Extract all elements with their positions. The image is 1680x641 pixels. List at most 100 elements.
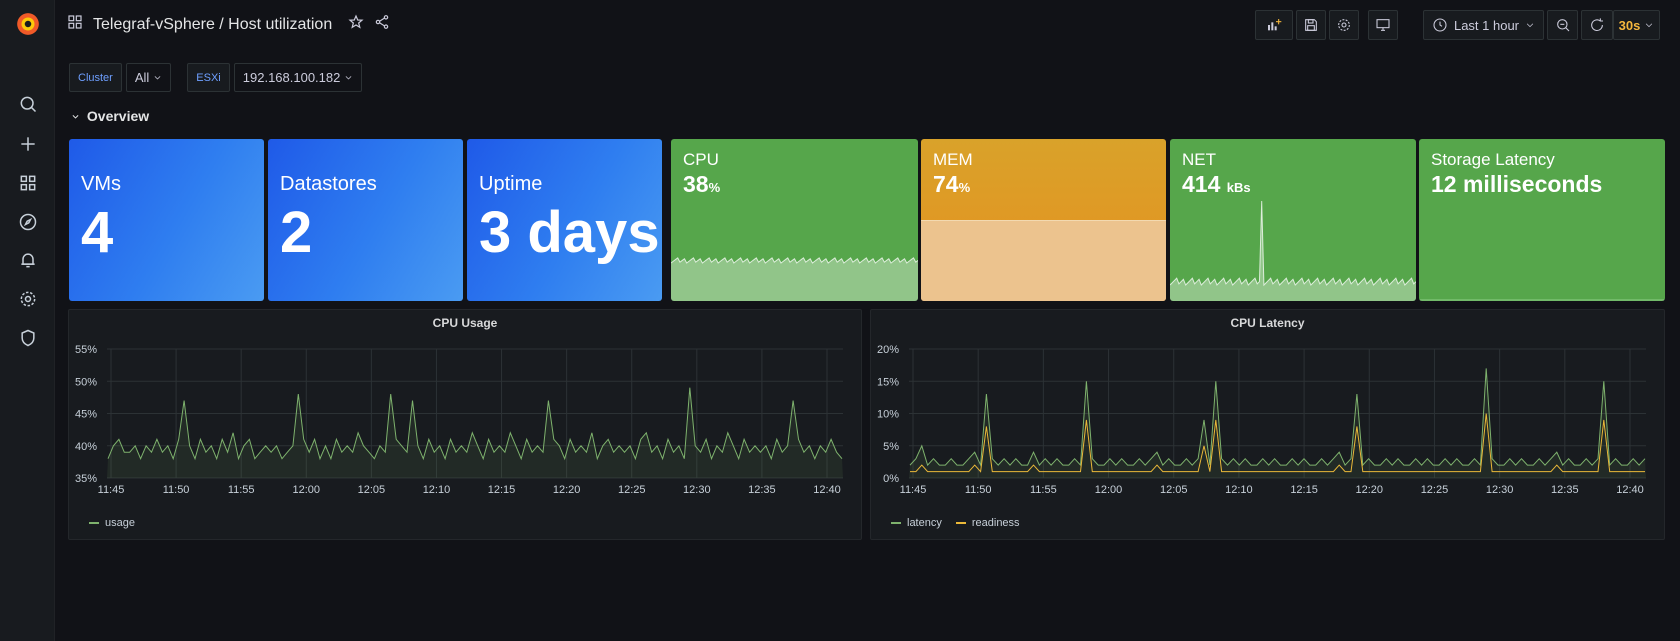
explore-compass-icon[interactable] [14, 208, 42, 236]
monitor-icon [1376, 19, 1390, 31]
x-tick-label: 12:20 [553, 484, 581, 496]
panel-title: CPU Usage [432, 316, 498, 330]
stat-label: CPU [683, 150, 719, 169]
legend-item-readiness[interactable]: readiness [955, 517, 1020, 529]
stat-panel-vms[interactable]: VMs 4 [69, 139, 264, 301]
top-navbar: Telegraf-vSphere / Host utilization Last… [55, 0, 1680, 50]
stat-value: 3 days [479, 200, 660, 265]
stat-label: Datastores [280, 173, 377, 195]
y-tick-label: 15% [877, 376, 899, 388]
stat-unit: kBs [1226, 180, 1251, 195]
row-title: Overview [86, 108, 150, 124]
stat-number: 38 [683, 171, 709, 197]
stat-number: 74 [933, 171, 959, 197]
variable-label-cluster: Cluster [69, 63, 122, 92]
refresh-interval-picker[interactable]: 30s [1613, 10, 1660, 40]
add-panel-button[interactable] [1255, 10, 1293, 40]
shield-icon[interactable] [14, 324, 42, 352]
legend-label: usage [105, 517, 135, 529]
mem-fill-area [921, 220, 1166, 301]
chevron-down-icon [1646, 23, 1653, 28]
plus-icon[interactable] [14, 130, 42, 158]
stat-value: 74% [933, 171, 970, 198]
sparkline-line [671, 257, 918, 264]
search-icon[interactable] [14, 90, 42, 118]
y-tick-label: 5% [883, 441, 899, 453]
zoom-out-icon [1556, 19, 1569, 32]
x-tick-label: 11:50 [163, 484, 190, 496]
x-tick-label: 12:40 [1616, 484, 1644, 496]
variable-label-esxi: ESXi [187, 63, 230, 92]
save-dashboard-button[interactable] [1296, 10, 1326, 40]
y-tick-label: 45% [75, 409, 97, 421]
time-range-label: Last 1 hour [1453, 17, 1520, 33]
stat-label: MEM [933, 150, 973, 169]
clock-icon [1433, 18, 1447, 32]
template-variables: Cluster All ESXi 192.168.100.182 [69, 63, 374, 92]
cpu-latency-graph: 0% 5% 10% 15% 20% 11:45 11:50 11:55 12:00 12:05 12… [877, 344, 1646, 496]
share-icon[interactable] [374, 14, 390, 35]
x-tick-label: 12:05 [1160, 484, 1188, 496]
chevron-down-icon [72, 115, 79, 119]
dashboard-title-text[interactable]: Telegraf-vSphere / Host utilization [93, 15, 333, 33]
refresh-button[interactable] [1581, 10, 1613, 40]
series-area-latency [909, 368, 1646, 478]
x-tick-label: 12:25 [1421, 484, 1449, 496]
stat-label: VMs [81, 173, 121, 195]
legend-item-usage[interactable]: usage [89, 517, 135, 529]
cycle-view-mode-button[interactable] [1368, 10, 1398, 40]
refresh-icon [1591, 18, 1603, 32]
storage-sparkline [1419, 299, 1665, 301]
chevron-down-icon [345, 76, 352, 80]
stat-panel-uptime[interactable]: Uptime 3 days [467, 139, 662, 301]
row-header-overview[interactable]: Overview [71, 108, 149, 124]
stat-unit: % [958, 180, 971, 195]
grafana-logo-icon[interactable] [14, 10, 42, 38]
sparkline-area [1170, 201, 1416, 301]
legend-item-latency[interactable]: latency [891, 517, 942, 529]
legend: usage [89, 517, 135, 529]
panel-cpu-usage[interactable]: CPU Usage 35% 40% 45% 50% 55% 11:45 11:50 11:55… [68, 309, 862, 540]
alerting-bell-icon[interactable] [14, 246, 42, 274]
dashboards-icon[interactable] [14, 169, 42, 197]
stat-panel-cpu[interactable]: CPU 38% [671, 139, 918, 301]
x-tick-label: 11:55 [1030, 484, 1057, 496]
stat-panel-storage-latency[interactable]: Storage Latency 12 milliseconds [1419, 139, 1665, 301]
series-line-latency [909, 368, 1646, 468]
x-tick-label: 12:15 [1290, 484, 1318, 496]
sparkline-area [671, 257, 918, 301]
x-tick-label: 12:10 [1225, 484, 1253, 496]
legend-label: readiness [971, 517, 1020, 529]
gear-icon[interactable] [14, 285, 42, 313]
stat-value: 414 kBs [1182, 171, 1251, 198]
time-range-picker[interactable]: Last 1 hour [1423, 10, 1544, 40]
series-line-readiness [910, 413, 1645, 473]
save-icon [1305, 19, 1317, 31]
x-tick-label: 12:00 [293, 484, 321, 496]
y-tick-label: 20% [877, 344, 899, 356]
star-icon[interactable] [348, 14, 364, 35]
stat-panel-datastores[interactable]: Datastores 2 [268, 139, 463, 301]
stat-panel-mem[interactable]: MEM 74% [921, 139, 1166, 301]
stat-value: 38% [683, 171, 720, 198]
sparkline-line [1170, 200, 1416, 287]
y-tick-label: 0% [883, 473, 899, 485]
panel-title: CPU Latency [1230, 316, 1305, 330]
stat-value: 2 [280, 200, 313, 265]
x-tick-label: 12:30 [683, 484, 711, 496]
zoom-out-button[interactable] [1547, 10, 1578, 40]
panel-cpu-latency[interactable]: CPU Latency 0% 5% 10% 15% 20% 11:45 11:50 11:55… [870, 309, 1665, 540]
cluster-select[interactable]: All [125, 63, 172, 92]
y-tick-label: 10% [877, 409, 899, 421]
esxi-select[interactable]: 192.168.100.182 [233, 63, 363, 92]
cluster-select-value: All [134, 70, 150, 85]
stat-value: 12 milliseconds [1431, 171, 1603, 197]
legend: latency readiness [891, 517, 1020, 529]
dashboard-settings-button[interactable] [1329, 10, 1359, 40]
x-tick-label: 11:45 [900, 484, 927, 496]
stat-label: Uptime [479, 173, 543, 195]
y-tick-label: 50% [75, 376, 97, 388]
stat-value: 4 [81, 200, 114, 265]
stat-panel-net[interactable]: NET 414 kBs [1170, 139, 1416, 301]
cpu-sparkline [671, 257, 918, 301]
